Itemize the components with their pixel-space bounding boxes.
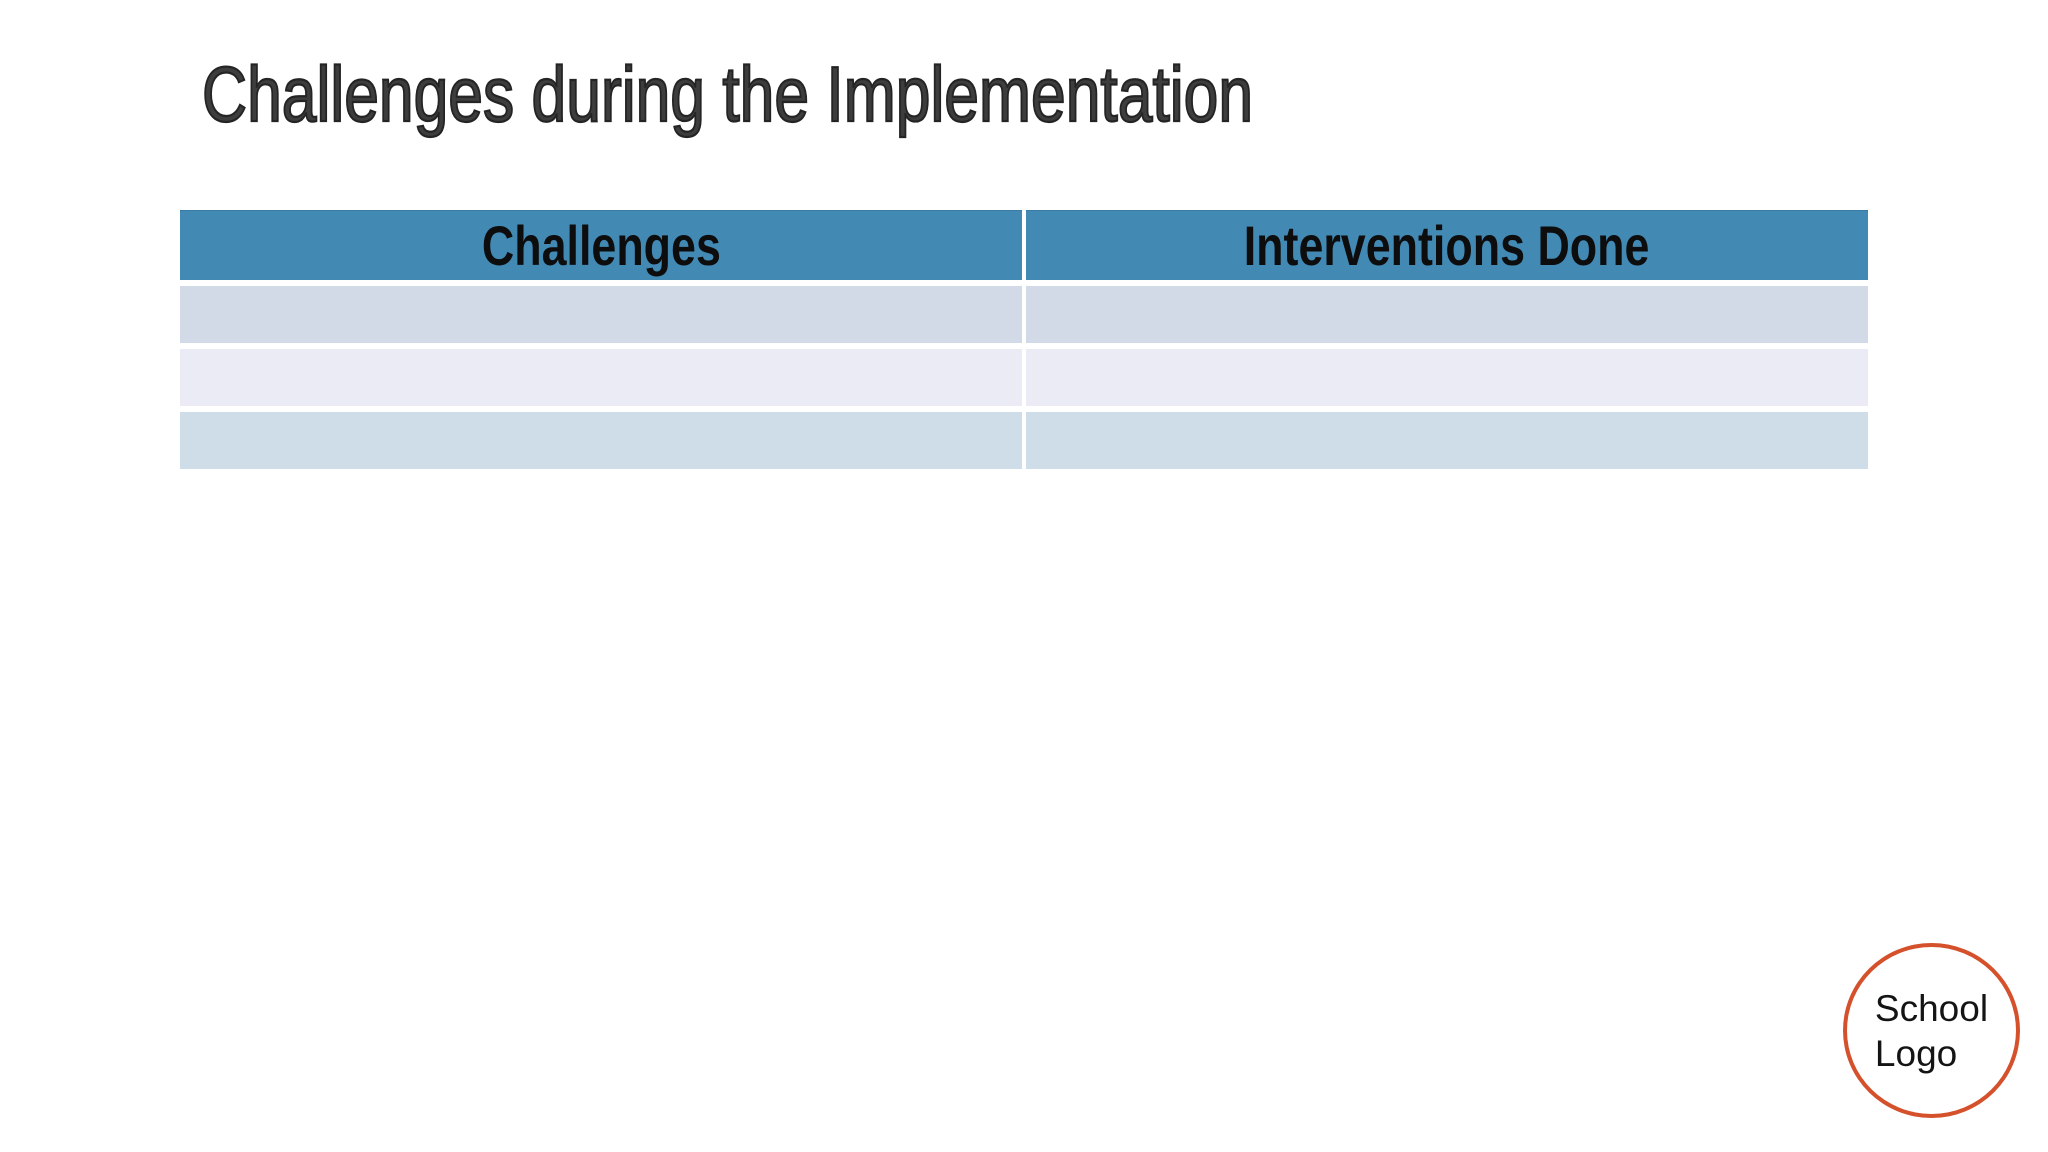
school-logo-line2: Logo (1874, 1032, 1958, 1074)
page-title: Challenges during the Implementation (201, 50, 1254, 138)
table-header-interventions: Interventions Done (1026, 210, 1868, 280)
table-row (1026, 412, 1868, 469)
school-logo-line1: School (1874, 987, 1989, 1029)
table-row (180, 412, 1022, 469)
table-header-challenges: Challenges (180, 210, 1022, 280)
table-row (180, 286, 1022, 343)
table-header-interventions-label: Interventions Done (1244, 214, 1650, 277)
school-logo: School Logo (1843, 943, 2020, 1118)
school-logo-text: School Logo (1875, 986, 1988, 1076)
table-row (180, 349, 1022, 406)
challenges-table: Challenges Interventions Done (180, 210, 1868, 469)
table-row (1026, 286, 1868, 343)
table-header-challenges-label: Challenges (481, 214, 721, 277)
table-row (1026, 349, 1868, 406)
